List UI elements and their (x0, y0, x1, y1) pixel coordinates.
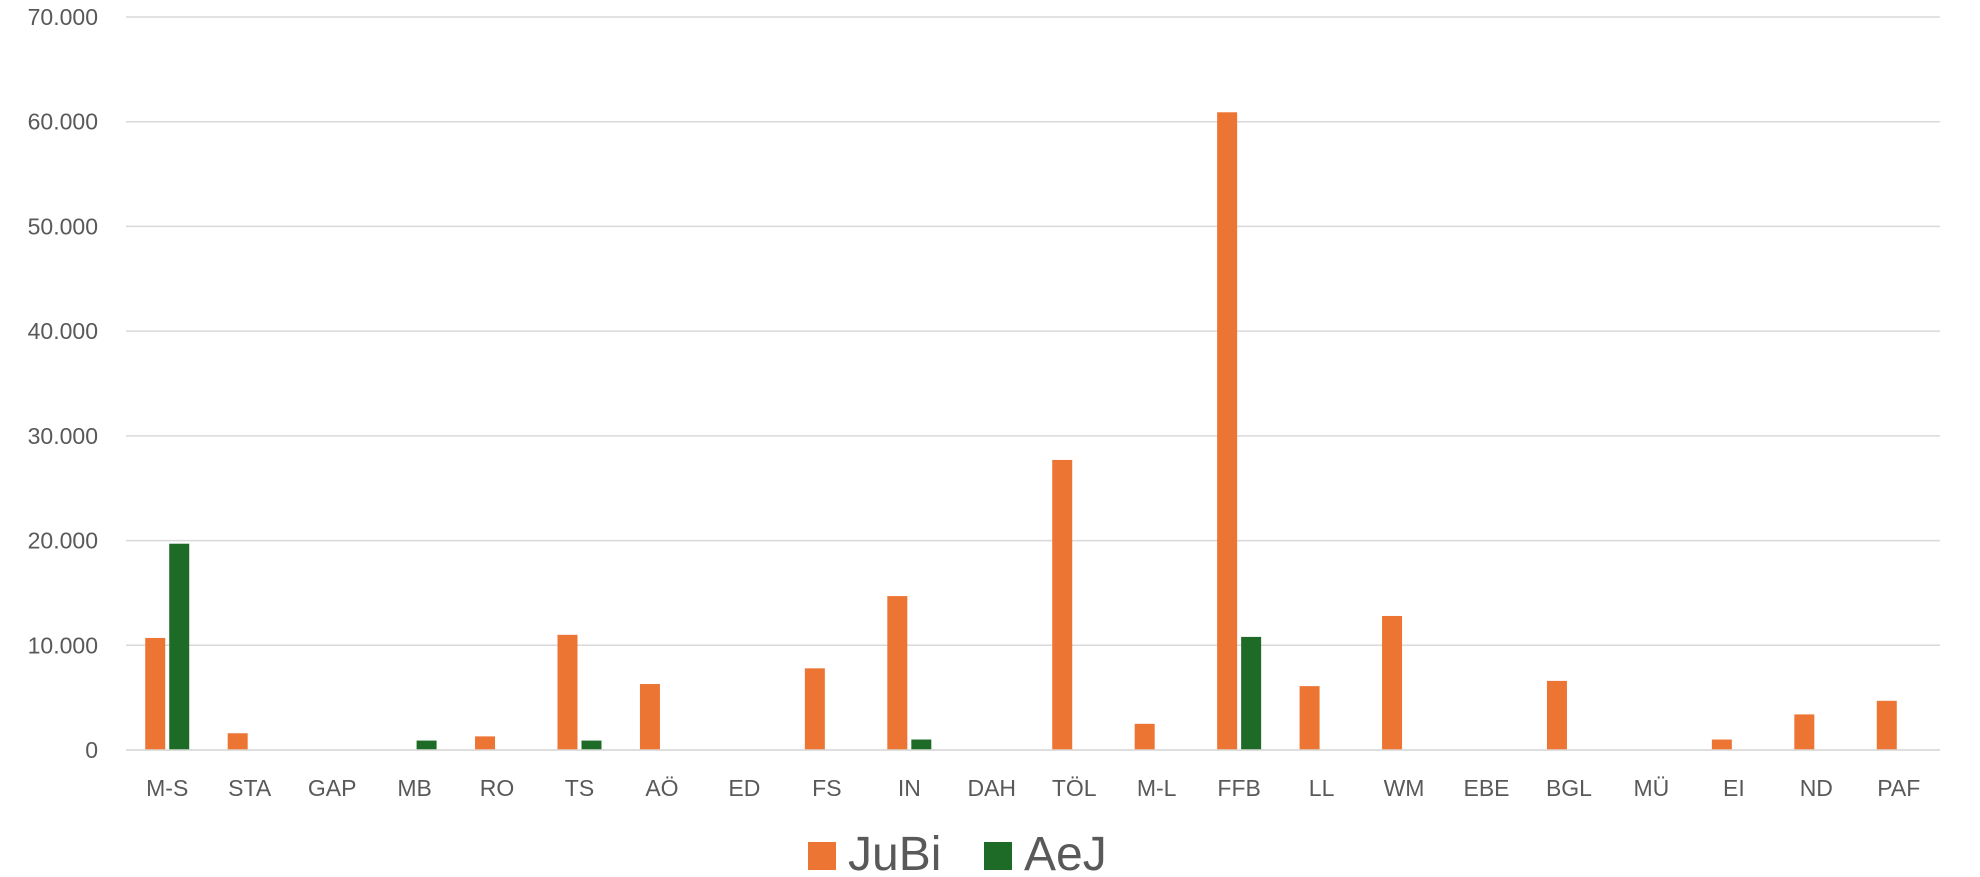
x-tick-label: DAH (967, 775, 1016, 801)
bar-aej (1241, 636, 1262, 750)
y-tick-label: 30.000 (28, 423, 98, 449)
bar-jubi (557, 634, 578, 750)
y-tick-label: 70.000 (28, 4, 98, 30)
gridlines (126, 16, 1940, 751)
bar-jubi (1711, 739, 1732, 750)
bar-jubi (1546, 680, 1567, 750)
y-axis: 0 10.000 20.000 30.000 40.000 50.000 60.000 70.… (28, 4, 98, 763)
bar-aej (581, 740, 602, 750)
x-tick-label: M-S (146, 775, 188, 801)
x-tick-label: FS (812, 775, 841, 801)
bar-aej (169, 543, 190, 750)
bars (145, 112, 1897, 751)
bar-jubi (1794, 714, 1815, 750)
bar-aej (911, 739, 932, 750)
bar-jubi (1382, 615, 1403, 750)
x-tick-label: FFB (1217, 775, 1260, 801)
x-tick-label: MB (397, 775, 432, 801)
bar-jubi (1134, 723, 1155, 750)
x-tick-label: AÖ (645, 775, 678, 801)
bar-jubi (1299, 686, 1320, 750)
bar-jubi (145, 637, 166, 750)
bar-jubi (639, 684, 660, 750)
x-tick-label: BGL (1546, 775, 1592, 801)
x-tick-label: STA (228, 775, 272, 801)
y-tick-label: 10.000 (28, 632, 98, 658)
bar-jubi (804, 668, 825, 750)
x-tick-label: M-L (1137, 775, 1177, 801)
x-tick-label: TÖL (1052, 775, 1097, 801)
x-tick-label: LL (1309, 775, 1335, 801)
y-tick-label: 40.000 (28, 318, 98, 344)
x-tick-label: MÜ (1634, 775, 1670, 801)
legend-label-jubi: JuBi (848, 828, 941, 877)
bar-jubi (887, 596, 908, 750)
x-tick-label: IN (898, 775, 921, 801)
legend-swatch-jubi (808, 842, 836, 870)
bar-jubi (227, 733, 248, 750)
bar-jubi (1217, 112, 1238, 751)
bar-jubi (1876, 700, 1897, 750)
legend: JuBi AeJ (808, 828, 1107, 877)
y-tick-label: 60.000 (28, 109, 98, 135)
x-tick-label: GAP (308, 775, 357, 801)
x-tick-label: EBE (1463, 775, 1509, 801)
x-tick-label: EI (1723, 775, 1745, 801)
legend-swatch-aej (984, 842, 1012, 870)
x-tick-label: TS (565, 775, 594, 801)
legend-label-aej: AeJ (1024, 828, 1107, 877)
y-tick-label: 20.000 (28, 528, 98, 554)
x-tick-label: RO (480, 775, 515, 801)
x-tick-label: WM (1384, 775, 1425, 801)
bar-aej (416, 740, 437, 750)
y-tick-label: 0 (85, 737, 98, 763)
x-tick-label: PAF (1877, 775, 1920, 801)
y-tick-label: 50.000 (28, 213, 98, 239)
x-axis: M-S STA GAP MB RO TS AÖ ED FS IN DAH TÖL M-L FFB LL WM E… (126, 749, 1940, 801)
x-tick-label: ND (1800, 775, 1833, 801)
x-tick-label: ED (728, 775, 760, 801)
bar-jubi (1052, 459, 1073, 750)
bar-jubi (475, 736, 496, 750)
